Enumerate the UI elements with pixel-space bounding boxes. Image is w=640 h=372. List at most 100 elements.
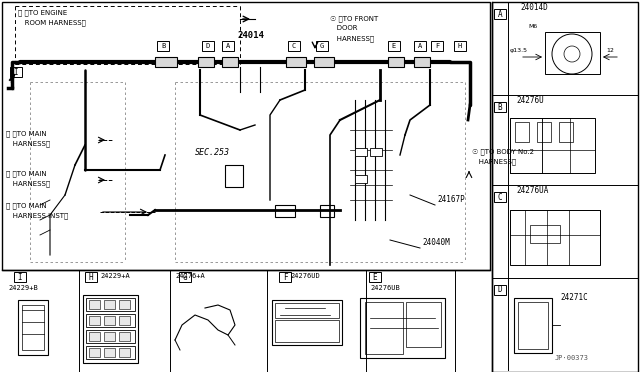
Text: 24276UD: 24276UD bbox=[290, 273, 320, 279]
Bar bbox=[104, 332, 115, 341]
Bar bbox=[2, 2, 490, 270]
Bar bbox=[286, 57, 306, 67]
Bar bbox=[104, 316, 115, 325]
Text: I: I bbox=[18, 273, 22, 282]
Text: B: B bbox=[498, 103, 502, 112]
Text: SEC.253: SEC.253 bbox=[195, 148, 230, 157]
Bar bbox=[369, 272, 381, 282]
Text: A: A bbox=[418, 43, 422, 49]
Bar bbox=[518, 302, 548, 349]
Bar bbox=[222, 41, 234, 51]
Text: HARNESS〉: HARNESS〉 bbox=[330, 35, 374, 42]
Bar bbox=[275, 303, 339, 318]
Bar bbox=[10, 67, 22, 77]
Bar bbox=[89, 348, 100, 357]
Bar bbox=[157, 41, 169, 51]
Bar bbox=[18, 300, 48, 355]
Bar bbox=[225, 165, 243, 187]
Bar bbox=[179, 272, 191, 282]
Bar bbox=[86, 330, 135, 343]
Bar bbox=[494, 102, 506, 112]
Text: A: A bbox=[498, 10, 502, 19]
Bar bbox=[360, 298, 445, 358]
Bar bbox=[86, 298, 135, 311]
Bar bbox=[431, 41, 443, 51]
Text: HARNESS INST〉: HARNESS INST〉 bbox=[6, 212, 68, 219]
Bar bbox=[22, 305, 44, 350]
Bar bbox=[388, 41, 400, 51]
Text: JP·00373: JP·00373 bbox=[555, 355, 589, 361]
Text: C: C bbox=[292, 43, 296, 49]
Text: ⓕ 〈TO ENGINE: ⓕ 〈TO ENGINE bbox=[18, 9, 67, 16]
Bar bbox=[14, 272, 26, 282]
Text: 24229+A: 24229+A bbox=[100, 273, 130, 279]
Text: I: I bbox=[13, 67, 19, 77]
Text: M6: M6 bbox=[528, 24, 537, 29]
Bar bbox=[494, 192, 506, 202]
Bar bbox=[119, 300, 130, 309]
Bar bbox=[559, 122, 573, 142]
Bar bbox=[89, 332, 100, 341]
Text: 24167P: 24167P bbox=[437, 195, 465, 204]
Bar bbox=[494, 9, 506, 19]
Text: D: D bbox=[498, 285, 502, 295]
Bar bbox=[83, 295, 138, 363]
Bar bbox=[510, 210, 600, 265]
Text: A: A bbox=[226, 43, 230, 49]
Text: ROOM HARNESS〉: ROOM HARNESS〉 bbox=[18, 19, 86, 26]
Bar bbox=[155, 57, 177, 67]
Bar bbox=[85, 272, 97, 282]
Text: 12: 12 bbox=[606, 48, 614, 53]
Bar bbox=[314, 57, 334, 67]
Bar bbox=[542, 118, 570, 173]
Text: H: H bbox=[458, 43, 462, 49]
Text: ☉ 〈TO BODY No.2: ☉ 〈TO BODY No.2 bbox=[472, 148, 534, 155]
Text: F: F bbox=[283, 273, 287, 282]
Text: Ⓡ 〈TO MAIN: Ⓡ 〈TO MAIN bbox=[6, 202, 47, 209]
Bar bbox=[202, 41, 214, 51]
Text: E: E bbox=[372, 273, 378, 282]
Bar bbox=[414, 41, 426, 51]
Bar bbox=[494, 285, 506, 295]
Bar bbox=[355, 175, 367, 183]
Text: HARNESS〉: HARNESS〉 bbox=[6, 140, 50, 147]
Bar bbox=[365, 302, 403, 354]
Text: 24040M: 24040M bbox=[422, 238, 450, 247]
Text: 24014: 24014 bbox=[237, 31, 264, 40]
Text: B: B bbox=[161, 43, 165, 49]
Text: C: C bbox=[498, 192, 502, 202]
Bar bbox=[545, 32, 600, 74]
Bar bbox=[275, 205, 295, 217]
Text: F: F bbox=[435, 43, 439, 49]
Text: D: D bbox=[206, 43, 210, 49]
Text: 24014D: 24014D bbox=[520, 3, 548, 12]
Bar bbox=[510, 118, 542, 173]
Bar bbox=[104, 300, 115, 309]
Bar bbox=[406, 302, 441, 347]
Bar bbox=[86, 346, 135, 359]
Text: H: H bbox=[89, 273, 93, 282]
Bar bbox=[119, 348, 130, 357]
Bar bbox=[198, 57, 214, 67]
Text: 24276+A: 24276+A bbox=[175, 273, 205, 279]
Text: 24271C: 24271C bbox=[560, 293, 588, 302]
Bar bbox=[355, 148, 367, 156]
Text: 24276UA: 24276UA bbox=[516, 186, 548, 195]
Bar bbox=[388, 57, 404, 67]
Text: E: E bbox=[392, 43, 396, 49]
Text: G: G bbox=[320, 43, 324, 49]
Bar bbox=[89, 316, 100, 325]
Bar bbox=[514, 298, 552, 353]
Bar bbox=[537, 122, 551, 142]
Bar bbox=[288, 41, 300, 51]
Bar bbox=[104, 348, 115, 357]
Bar bbox=[119, 316, 130, 325]
Bar bbox=[89, 300, 100, 309]
Text: ☉ 〈TO FRONT: ☉ 〈TO FRONT bbox=[330, 15, 378, 22]
Bar bbox=[222, 57, 238, 67]
Text: φ13.5: φ13.5 bbox=[510, 48, 528, 53]
Text: G: G bbox=[182, 273, 188, 282]
Bar bbox=[510, 210, 600, 235]
Text: 24276U: 24276U bbox=[516, 96, 544, 105]
Bar bbox=[414, 57, 430, 67]
